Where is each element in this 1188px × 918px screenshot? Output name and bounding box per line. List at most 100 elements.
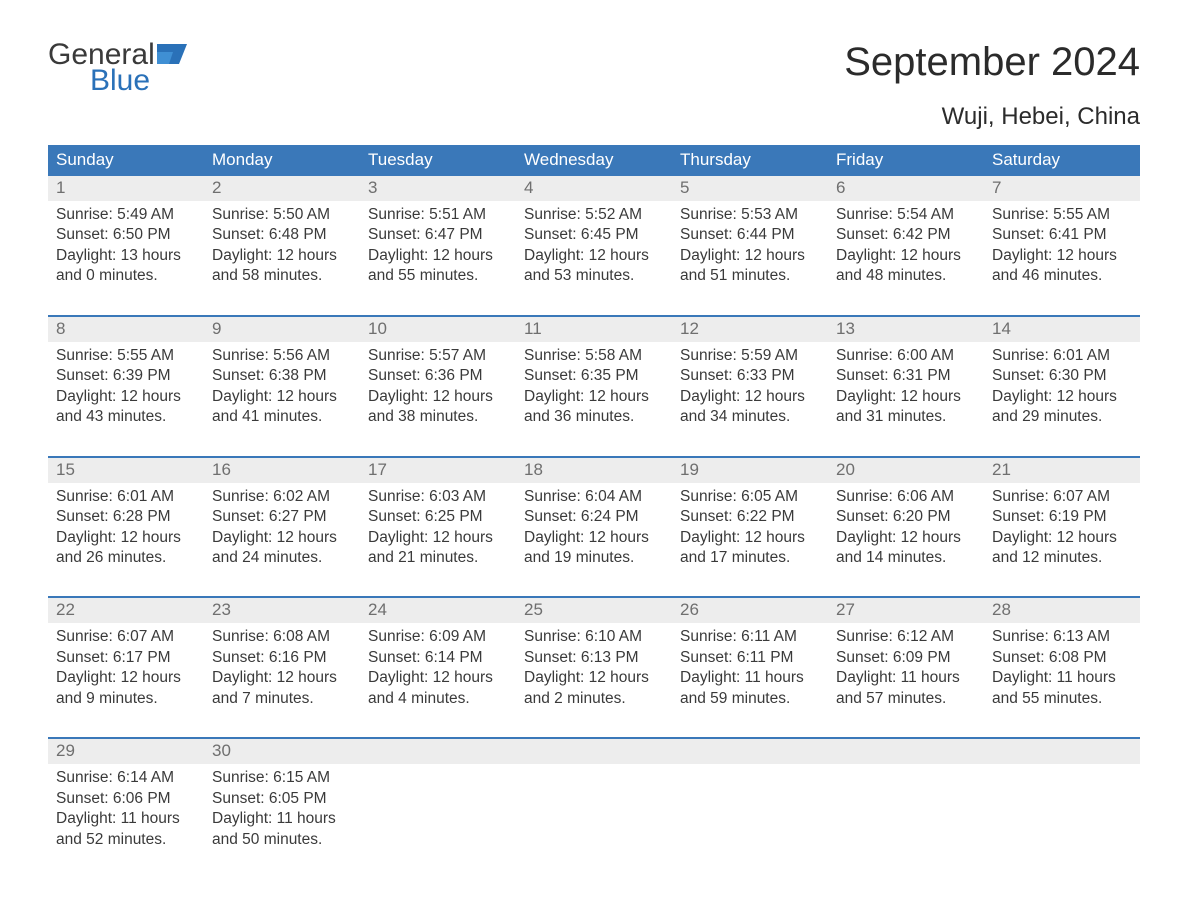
- day-number: 19: [672, 458, 828, 483]
- day-number: [828, 739, 984, 764]
- month-title: September 2024: [844, 40, 1140, 85]
- day-detail-row: Sunrise: 5:55 AMSunset: 6:39 PM Daylight:…: [48, 342, 1140, 457]
- sunset-line: Sunset: 6:48 PM: [212, 225, 352, 245]
- day-cell: Sunrise: 5:55 AMSunset: 6:41 PMDaylight:…: [984, 201, 1140, 316]
- day-cell: [516, 764, 672, 860]
- day-number: [516, 739, 672, 764]
- header: General Blue September 2024 Wuji, Hebei,…: [48, 40, 1140, 131]
- daylight-line: Daylight: 12 hours and 26 minutes.: [56, 528, 196, 569]
- sunset-line: Sunset: 6:14 PM: [368, 648, 508, 668]
- day-cell: Sunrise: 5:52 AMSunset: 6:45 PMDaylight:…: [516, 201, 672, 316]
- sunrise-line: Sunrise: 6:02 AM: [212, 487, 352, 507]
- weekday-header-row: Sunday Monday Tuesday Wednesday Thursday…: [48, 145, 1140, 176]
- sunset-line: Sunset: 6:30 PM: [992, 366, 1132, 386]
- location-title: Wuji, Hebei, China: [844, 103, 1140, 131]
- day-detail-row: Sunrise: 5:49 AMSunset: 6:50 PM Daylight:…: [48, 201, 1140, 316]
- sunrise-line: Sunrise: 5:55 AM: [56, 346, 196, 366]
- day-cell: Sunrise: 5:50 AMSunset: 6:48 PMDaylight:…: [204, 201, 360, 316]
- sunrise-line: Sunrise: 6:05 AM: [680, 487, 820, 507]
- daylight-line: Daylight: 12 hours and 31 minutes.: [836, 387, 976, 428]
- day-number: 17: [360, 458, 516, 483]
- day-number: 23: [204, 598, 360, 623]
- col-friday: Friday: [828, 145, 984, 176]
- sunrise-line: Sunrise: 5:49 AM: [56, 205, 196, 225]
- daylight-line: Daylight: 12 hours and 21 minutes.: [368, 528, 508, 569]
- day-number: [984, 739, 1140, 764]
- sunset-line: Sunset: 6:27 PM: [212, 507, 352, 527]
- sunset-line: Sunset: 6:09 PM: [836, 648, 976, 668]
- day-cell: [672, 764, 828, 860]
- day-cell: Sunrise: 6:01 AMSunset: 6:30 PMDaylight:…: [984, 342, 1140, 457]
- day-number: 16: [204, 458, 360, 483]
- sunset-line: Sunset: 6:45 PM: [524, 225, 664, 245]
- day-number: 3: [360, 176, 516, 201]
- day-cell: Sunrise: 5:55 AMSunset: 6:39 PMDaylight:…: [48, 342, 204, 457]
- day-number: 15: [48, 458, 204, 483]
- day-number: 13: [828, 317, 984, 342]
- day-cell: Sunrise: 6:15 AMSunset: 6:05 PMDaylight:…: [204, 764, 360, 860]
- day-cell: Sunrise: 5:58 AMSunset: 6:35 PMDaylight:…: [516, 342, 672, 457]
- day-number: 12: [672, 317, 828, 342]
- sunrise-line: Sunrise: 6:01 AM: [992, 346, 1132, 366]
- sunrise-line: Sunrise: 6:04 AM: [524, 487, 664, 507]
- sunrise-line: Sunrise: 5:54 AM: [836, 205, 976, 225]
- day-cell: Sunrise: 6:14 AMSunset: 6:06 PMDaylight:…: [48, 764, 204, 860]
- day-cell: Sunrise: 6:02 AMSunset: 6:27 PMDaylight:…: [204, 483, 360, 598]
- sunset-line: Sunset: 6:06 PM: [56, 789, 196, 809]
- daylight-line: Daylight: 12 hours and 36 minutes.: [524, 387, 664, 428]
- sunset-line: Sunset: 6:39 PM: [56, 366, 196, 386]
- sunset-line: Sunset: 6:28 PM: [56, 507, 196, 527]
- day-number: 28: [984, 598, 1140, 623]
- sunset-line: Sunset: 6:47 PM: [368, 225, 508, 245]
- day-number: 10: [360, 317, 516, 342]
- day-number: 14: [984, 317, 1140, 342]
- day-number-row: 15161718192021: [48, 458, 1140, 483]
- daylight-line: Daylight: 12 hours and 14 minutes.: [836, 528, 976, 569]
- col-sunday: Sunday: [48, 145, 204, 176]
- daylight-line: Daylight: 11 hours and 57 minutes.: [836, 668, 976, 709]
- sunrise-line: Sunrise: 5:51 AM: [368, 205, 508, 225]
- sunrise-line: Sunrise: 6:15 AM: [212, 768, 352, 788]
- sunrise-line: Sunrise: 5:52 AM: [524, 205, 664, 225]
- sunset-line: Sunset: 6:50 PM: [56, 225, 196, 245]
- day-cell: Sunrise: 6:00 AMSunset: 6:31 PMDaylight:…: [828, 342, 984, 457]
- day-number: 4: [516, 176, 672, 201]
- day-cell: Sunrise: 6:08 AMSunset: 6:16 PMDaylight:…: [204, 623, 360, 738]
- sunset-line: Sunset: 6:17 PM: [56, 648, 196, 668]
- day-cell: Sunrise: 6:06 AMSunset: 6:20 PMDaylight:…: [828, 483, 984, 598]
- daylight-line: Daylight: 12 hours and 38 minutes.: [368, 387, 508, 428]
- sunrise-line: Sunrise: 6:13 AM: [992, 627, 1132, 647]
- day-cell: Sunrise: 6:11 AMSunset: 6:11 PMDaylight:…: [672, 623, 828, 738]
- sunrise-line: Sunrise: 6:06 AM: [836, 487, 976, 507]
- sunset-line: Sunset: 6:11 PM: [680, 648, 820, 668]
- daylight-line: Daylight: 12 hours and 48 minutes.: [836, 246, 976, 287]
- sunrise-line: Sunrise: 5:59 AM: [680, 346, 820, 366]
- day-number: 11: [516, 317, 672, 342]
- sunset-line: Sunset: 6:13 PM: [524, 648, 664, 668]
- day-cell: Sunrise: 6:05 AMSunset: 6:22 PMDaylight:…: [672, 483, 828, 598]
- day-cell: Sunrise: 5:53 AMSunset: 6:44 PMDaylight:…: [672, 201, 828, 316]
- day-number: 1: [48, 176, 204, 201]
- day-cell: Sunrise: 5:51 AMSunset: 6:47 PMDaylight:…: [360, 201, 516, 316]
- day-cell: Sunrise: 6:13 AMSunset: 6:08 PMDaylight:…: [984, 623, 1140, 738]
- col-thursday: Thursday: [672, 145, 828, 176]
- sunrise-line: Sunrise: 6:00 AM: [836, 346, 976, 366]
- sunrise-line: Sunrise: 6:14 AM: [56, 768, 196, 788]
- day-number: 18: [516, 458, 672, 483]
- sunrise-line: Sunrise: 5:55 AM: [992, 205, 1132, 225]
- sunset-line: Sunset: 6:05 PM: [212, 789, 352, 809]
- sunset-line: Sunset: 6:20 PM: [836, 507, 976, 527]
- daylight-line: Daylight: 12 hours and 17 minutes.: [680, 528, 820, 569]
- daylight-line: Daylight: 12 hours and 4 minutes.: [368, 668, 508, 709]
- day-number-row: 22232425262728: [48, 598, 1140, 623]
- day-number: 29: [48, 739, 204, 764]
- sunrise-line: Sunrise: 5:50 AM: [212, 205, 352, 225]
- sunrise-line: Sunrise: 6:07 AM: [992, 487, 1132, 507]
- daylight-line: Daylight: 12 hours and 19 minutes.: [524, 528, 664, 569]
- daylight-line: Daylight: 12 hours and 12 minutes.: [992, 528, 1132, 569]
- sunrise-line: Sunrise: 6:08 AM: [212, 627, 352, 647]
- day-cell: Sunrise: 6:04 AMSunset: 6:24 PMDaylight:…: [516, 483, 672, 598]
- sunset-line: Sunset: 6:22 PM: [680, 507, 820, 527]
- day-number: 30: [204, 739, 360, 764]
- sunset-line: Sunset: 6:25 PM: [368, 507, 508, 527]
